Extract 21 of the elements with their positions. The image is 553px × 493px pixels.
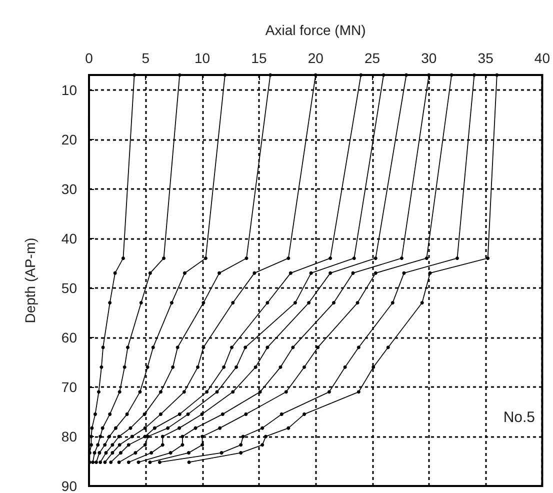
annotation: No.5 xyxy=(503,409,536,426)
y-axis-title: Depth (AP-m) xyxy=(22,238,38,324)
x-tick-label: 30 xyxy=(421,50,437,66)
x-tick-label: 40 xyxy=(534,50,550,66)
y-tick-label: 60 xyxy=(61,329,78,346)
x-tick-label: 10 xyxy=(194,50,210,66)
y-tick-label: 30 xyxy=(61,180,78,197)
y-tick-label: 70 xyxy=(61,378,78,395)
y-tick-label: 80 xyxy=(61,428,78,444)
x-axis-title: Axial force (MN) xyxy=(265,22,366,38)
x-tick-label: 20 xyxy=(308,50,324,66)
x-tick-label: 25 xyxy=(364,50,380,66)
y-tick-label: 90 xyxy=(61,478,78,493)
x-tick-label: 0 xyxy=(85,50,94,66)
x-tick-label: 5 xyxy=(142,50,150,66)
y-tick-label: 20 xyxy=(61,131,78,148)
x-tick-label: 15 xyxy=(251,50,267,66)
y-tick-label: 50 xyxy=(61,280,78,296)
y-tick-label: 40 xyxy=(61,230,78,246)
x-tick-label: 35 xyxy=(478,50,494,66)
y-tick-label: 10 xyxy=(61,82,78,98)
